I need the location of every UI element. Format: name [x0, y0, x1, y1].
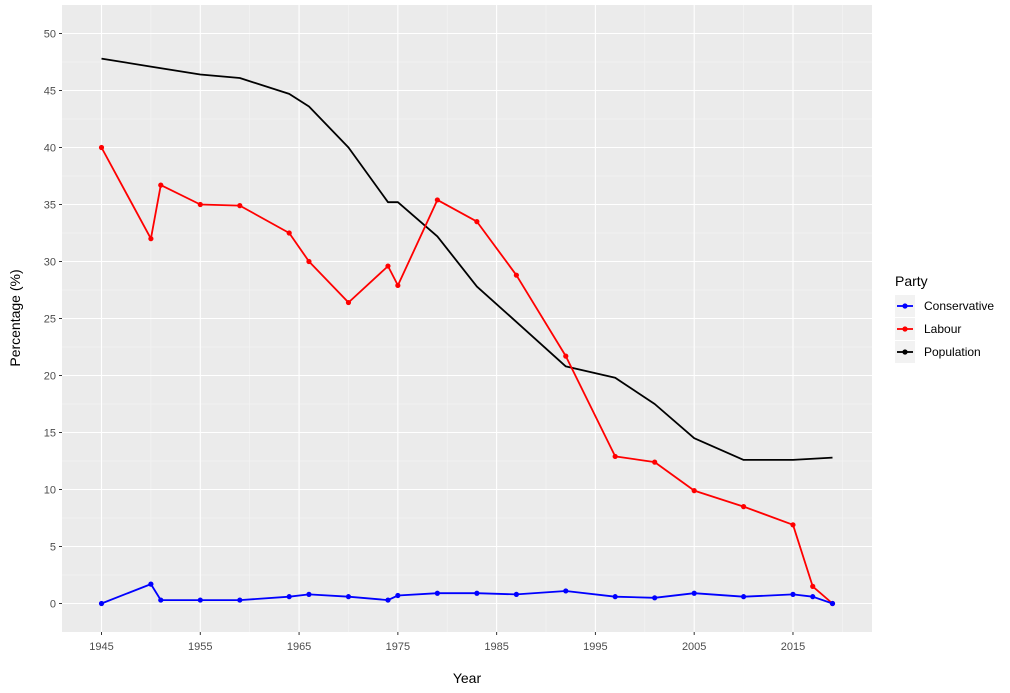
data-point-conservative: [434, 590, 440, 596]
y-tick-label: 45: [44, 86, 56, 98]
series-line-population: [101, 57, 833, 461]
data-point-labour: [691, 488, 697, 494]
data-point-labour: [395, 282, 401, 289]
x-tick-label: 1965: [287, 641, 311, 653]
data-point-conservative: [563, 588, 569, 594]
data-point-conservative: [395, 592, 401, 599]
data-point-labour: [385, 263, 391, 269]
x-tick-label: 1975: [386, 641, 410, 653]
data-point-conservative: [810, 594, 816, 600]
data-point-labour: [612, 453, 618, 460]
data-point-labour: [345, 299, 352, 306]
data-point-labour: [286, 230, 292, 236]
data-point-labour: [148, 236, 154, 242]
data-point-conservative: [740, 594, 747, 600]
x-tick-label: 1945: [89, 641, 113, 653]
data-point-labour: [652, 459, 658, 465]
data-point-conservative: [158, 597, 164, 603]
data-point-conservative: [197, 597, 203, 603]
x-tick-label: 1955: [188, 641, 212, 653]
data-point-labour: [563, 353, 569, 359]
x-tick-label: 2005: [682, 641, 706, 653]
data-point-conservative: [237, 597, 243, 603]
y-tick-label: 10: [44, 485, 56, 497]
data-point-conservative: [691, 590, 697, 596]
y-tick-label: 25: [44, 314, 56, 326]
data-point-labour: [434, 197, 440, 203]
data-point-conservative: [306, 591, 312, 597]
data-point-conservative: [98, 600, 105, 607]
legend-marker-conservative: [902, 303, 908, 309]
legend-label-labour: Labour: [924, 322, 961, 336]
data-point-labour: [474, 219, 480, 225]
data-point-labour: [810, 583, 816, 590]
y-tick-label: 15: [44, 428, 56, 440]
legend-label-population: Population: [924, 345, 981, 359]
y-axis-title: Percentage (%): [7, 269, 23, 366]
data-point-conservative: [652, 595, 658, 601]
data-point-conservative: [513, 591, 519, 597]
y-tick-label: 40: [44, 143, 56, 155]
legend: Party Conservative Labour Population: [895, 273, 994, 363]
data-point-conservative: [474, 590, 480, 596]
data-point-conservative: [148, 581, 154, 587]
data-point-labour: [740, 504, 747, 510]
data-point-conservative: [612, 594, 618, 600]
x-tick-label: 2015: [781, 641, 805, 653]
data-point-labour: [98, 144, 105, 151]
legend-marker-population: [902, 349, 908, 355]
major-gridlines: [62, 5, 872, 632]
y-tick-label: 30: [44, 257, 56, 269]
legend-marker-labour: [902, 326, 908, 332]
data-point-conservative: [286, 594, 292, 600]
x-axis: 1945 1955 1965 1975 1985 1995 2005 2015: [89, 632, 805, 653]
data-point-labour: [306, 258, 312, 265]
x-axis-title: Year: [453, 670, 482, 686]
legend-label-conservative: Conservative: [924, 299, 994, 313]
data-point-labour: [790, 522, 796, 528]
series-layer: [98, 57, 836, 607]
x-tick-label: 1985: [484, 641, 508, 653]
data-point-conservative: [385, 597, 391, 603]
x-tick-label: 1995: [583, 641, 607, 653]
y-tick-label: 0: [50, 599, 56, 611]
data-point-labour: [158, 182, 164, 188]
data-point-labour: [197, 201, 203, 208]
y-axis: 0 5 10 15 20 25 30 35 40 45 50: [44, 29, 62, 611]
y-tick-label: 5: [50, 542, 56, 554]
legend-title: Party: [895, 273, 928, 289]
data-point-conservative: [790, 591, 796, 597]
y-tick-label: 35: [44, 200, 56, 212]
data-point-conservative: [345, 594, 352, 600]
data-point-labour: [237, 203, 243, 209]
y-tick-label: 50: [44, 29, 56, 41]
y-tick-label: 20: [44, 371, 56, 383]
data-point-conservative: [829, 600, 836, 607]
data-point-labour: [513, 272, 519, 278]
